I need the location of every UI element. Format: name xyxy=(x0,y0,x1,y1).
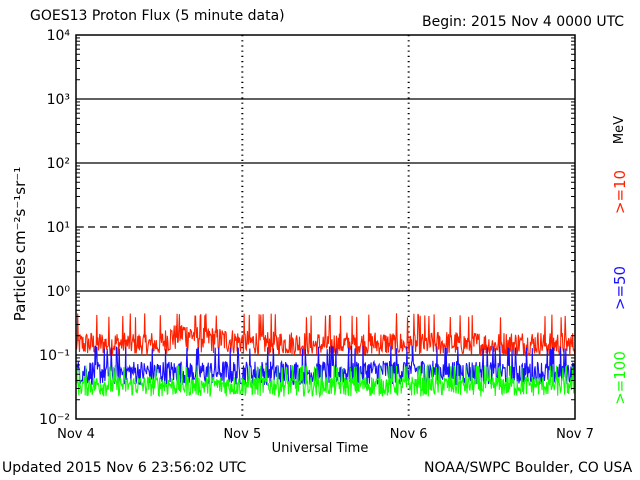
series-line-0 xyxy=(75,313,576,357)
y-tick-label-3: 10¹ xyxy=(47,220,70,236)
legend-ge10: >=10 xyxy=(611,169,629,215)
y-tick-label-0: 10⁻² xyxy=(39,412,70,428)
y-tick-label-2: 10⁰ xyxy=(47,284,71,300)
y-tick-label-5: 10³ xyxy=(47,92,70,108)
begin-time: Begin: 2015 Nov 4 0000 UTC xyxy=(422,14,625,30)
y-axis-label: Particles cm⁻²s⁻¹sr⁻¹ xyxy=(11,166,29,322)
updated-timestamp: Updated 2015 Nov 6 23:56:02 UTC xyxy=(2,460,247,476)
y-tick-label-6: 10⁴ xyxy=(47,28,71,44)
unit-label: MeV xyxy=(612,115,627,145)
x-tick-label-2: Nov 6 xyxy=(390,427,428,442)
legend-ge100: >=100 xyxy=(611,351,629,405)
y-tick-label-4: 10² xyxy=(47,156,70,172)
x-tick-label-0: Nov 4 xyxy=(57,427,95,442)
x-tick-label-1: Nov 5 xyxy=(223,427,261,442)
credit-text: NOAA/SWPC Boulder, CO USA xyxy=(424,460,633,476)
plot-frame xyxy=(75,34,576,420)
chart-title: GOES13 Proton Flux (5 minute data) xyxy=(30,8,285,24)
x-tick-label-3: Nov 7 xyxy=(556,427,594,442)
legend-ge50: >=50 xyxy=(611,265,629,311)
series-line-2 xyxy=(75,363,576,399)
y-tick-label-1: 10⁻¹ xyxy=(39,348,70,364)
x-axis-label: Universal Time xyxy=(271,441,369,456)
